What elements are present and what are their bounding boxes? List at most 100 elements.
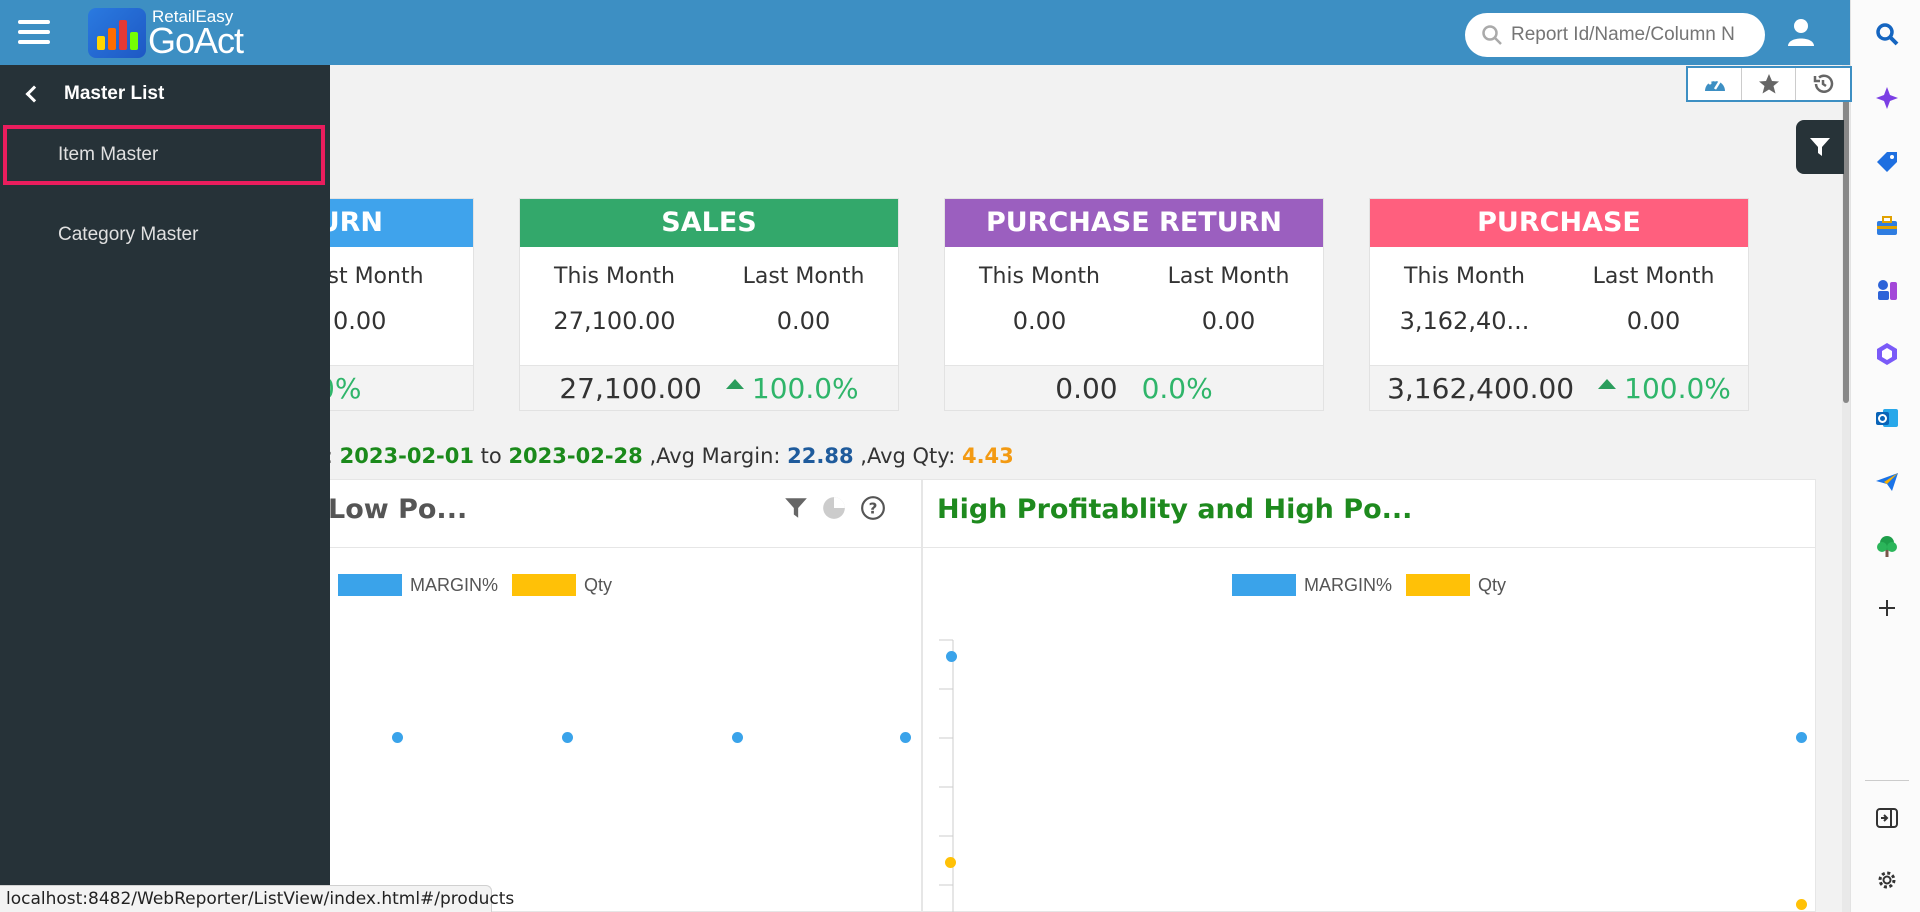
card-this-month-value: 3,162,40...: [1399, 307, 1530, 335]
card-change-pct: 100.0%: [751, 371, 859, 405]
user-profile-icon[interactable]: [1785, 16, 1817, 48]
card-this-month-value: 0.00: [1012, 307, 1067, 335]
kpi-card-purchase-return: PURCHASE RETURN This Month Last Month 0.0…: [944, 198, 1324, 411]
filter-icon: [1810, 138, 1830, 156]
panel-title: Low Po...: [1, 480, 921, 548]
dashboard-button[interactable]: [1688, 68, 1742, 100]
data-point[interactable]: [1796, 732, 1807, 743]
up-arrow-icon: [725, 379, 744, 389]
legend-item-qty[interactable]: Qty: [512, 574, 612, 596]
browser-sidebar: [1850, 0, 1920, 912]
copilot-sparkle-icon[interactable]: [1873, 84, 1901, 112]
chart-legend: MARGIN% Qty: [338, 574, 626, 596]
data-point[interactable]: [1796, 899, 1807, 910]
search-input[interactable]: [1511, 24, 1741, 46]
card-last-month-value: 0.00: [1201, 307, 1256, 335]
data-point[interactable]: [392, 732, 403, 743]
chart-legend: MARGIN% Qty: [1232, 574, 1520, 596]
star-icon: [1758, 74, 1779, 94]
date-from: 2023-02-01: [339, 444, 474, 468]
send-plane-icon[interactable]: [1873, 468, 1901, 496]
panel-title: High Profitablity and High Po...: [923, 480, 1815, 548]
logo-chart-icon: [88, 8, 146, 58]
menu-item-category-master[interactable]: Category Master: [58, 224, 199, 245]
search-icon[interactable]: [1873, 20, 1901, 48]
history-icon: [1813, 74, 1834, 93]
card-last-month-label: Last Month: [1592, 264, 1715, 289]
data-point[interactable]: [562, 732, 573, 743]
tree-icon[interactable]: [1873, 532, 1901, 560]
card-this-month-label: This Month: [554, 264, 675, 289]
logo-small-text: RetailEasy: [152, 6, 234, 26]
card-total: 3,162,400.00: [1387, 371, 1575, 405]
card-this-month-label: This Month: [979, 264, 1100, 289]
card-total: 27,100.00: [559, 371, 702, 405]
data-point[interactable]: [900, 732, 911, 743]
legend-swatch: [1232, 574, 1296, 596]
speedometer-icon: [1704, 78, 1725, 91]
favorites-button[interactable]: [1742, 68, 1796, 100]
card-change-pct: 100.0%: [1624, 371, 1731, 405]
legend-label: MARGIN%: [1304, 574, 1393, 595]
legend-item-margin[interactable]: MARGIN%: [338, 574, 498, 596]
outlook-icon[interactable]: [1873, 404, 1901, 432]
browser-status-url: localhost:8482/WebReporter/ListView/inde…: [0, 885, 514, 912]
chart-axis: [939, 639, 954, 912]
games-icon[interactable]: [1873, 276, 1901, 304]
search-icon: [1482, 25, 1502, 45]
card-title: PURCHASE: [1370, 199, 1748, 247]
data-point[interactable]: [946, 651, 957, 662]
logo-big-text: GoAct: [148, 19, 244, 61]
help-icon[interactable]: ?: [860, 495, 886, 521]
avg-margin-label: ,Avg Margin:: [642, 444, 788, 468]
card-title: PURCHASE RETURN: [945, 199, 1323, 247]
history-button[interactable]: [1796, 68, 1850, 100]
kpi-card-purchase: PURCHASE This Month Last Month 3,162,40..…: [1369, 198, 1749, 411]
microsoft-365-icon[interactable]: [1873, 340, 1901, 368]
settings-gear-icon[interactable]: [1873, 866, 1901, 894]
menu-back-button[interactable]: Master List: [22, 79, 164, 109]
legend-item-qty[interactable]: Qty: [1406, 574, 1506, 596]
page-scrollbar[interactable]: [1842, 65, 1850, 912]
menu-item-item-master[interactable]: Item Master: [3, 125, 325, 185]
legend-label: MARGIN%: [410, 574, 499, 595]
pie-chart-icon[interactable]: [821, 495, 847, 521]
add-icon[interactable]: [1873, 594, 1901, 622]
app-logo[interactable]: RetailEasy GoAct: [88, 6, 244, 61]
legend-swatch: [1406, 574, 1471, 596]
card-this-month-value: 27,100.00: [553, 307, 676, 335]
card-last-month-value: 0.00: [333, 307, 387, 335]
card-last-month-value: 0.00: [776, 307, 831, 335]
card-last-month-label: Last Month: [1167, 264, 1290, 289]
legend-swatch: [338, 574, 402, 596]
card-total: 0.00: [1055, 371, 1118, 405]
up-arrow-icon: [1598, 379, 1617, 389]
toolbox-icon[interactable]: [1873, 212, 1901, 240]
card-last-month-value: 0.00: [1626, 307, 1681, 335]
menu-back-label: Master List: [64, 83, 165, 104]
data-point[interactable]: [945, 857, 956, 868]
card-change-pct: 0.0%: [1141, 371, 1213, 405]
card-last-month-label: Last Month: [742, 264, 865, 289]
panel-filter-icon[interactable]: [783, 495, 809, 521]
card-last-month-label: ast Month: [314, 264, 424, 289]
kpi-card-sales: SALES This Month Last Month 27,100.00 0.00…: [519, 198, 899, 411]
shopping-tag-icon[interactable]: [1873, 148, 1901, 176]
data-point[interactable]: [732, 732, 743, 743]
sidebar-divider: [1865, 780, 1909, 781]
chevron-left-icon: [25, 85, 43, 103]
chart-panel-high-profitability: High Profitablity and High Po... MARGIN%…: [922, 479, 1816, 912]
svg-text:?: ?: [869, 499, 878, 517]
legend-swatch: [512, 574, 577, 596]
legend-item-margin[interactable]: MARGIN%: [1232, 574, 1392, 596]
scrollbar-thumb[interactable]: [1843, 75, 1849, 403]
summary-to-word: to: [474, 444, 509, 468]
filter-panel-toggle[interactable]: [1796, 120, 1844, 174]
report-search-box[interactable]: [1465, 13, 1765, 57]
top-header: RetailEasy GoAct: [0, 0, 1850, 65]
hide-sidebar-icon[interactable]: [1873, 804, 1901, 832]
avg-qty-label: ,Avg Qty:: [853, 444, 962, 468]
master-list-menu: Master List Item Master Category Master: [0, 65, 330, 912]
legend-label: Qty: [584, 574, 613, 595]
hamburger-menu-icon[interactable]: [18, 20, 50, 46]
